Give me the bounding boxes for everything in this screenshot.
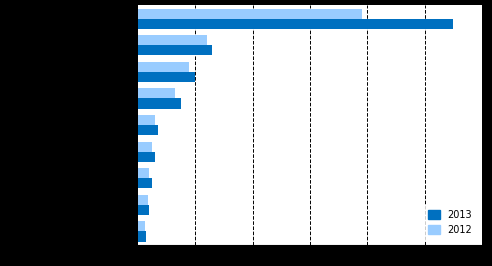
Bar: [138, 231, 147, 242]
Bar: [138, 62, 189, 72]
Bar: [138, 88, 175, 98]
Bar: [138, 72, 195, 82]
Bar: [138, 125, 158, 135]
Bar: [138, 152, 155, 162]
Bar: [138, 142, 152, 152]
Bar: [138, 35, 207, 45]
Bar: [138, 205, 149, 215]
Bar: [138, 168, 149, 178]
Legend: 2013, 2012: 2013, 2012: [424, 205, 477, 240]
Bar: [138, 9, 362, 19]
Bar: [138, 45, 213, 55]
Bar: [138, 178, 152, 188]
Bar: [138, 19, 454, 29]
Bar: [138, 115, 155, 125]
Bar: [138, 195, 148, 205]
Bar: [138, 98, 181, 109]
Bar: [138, 221, 145, 231]
